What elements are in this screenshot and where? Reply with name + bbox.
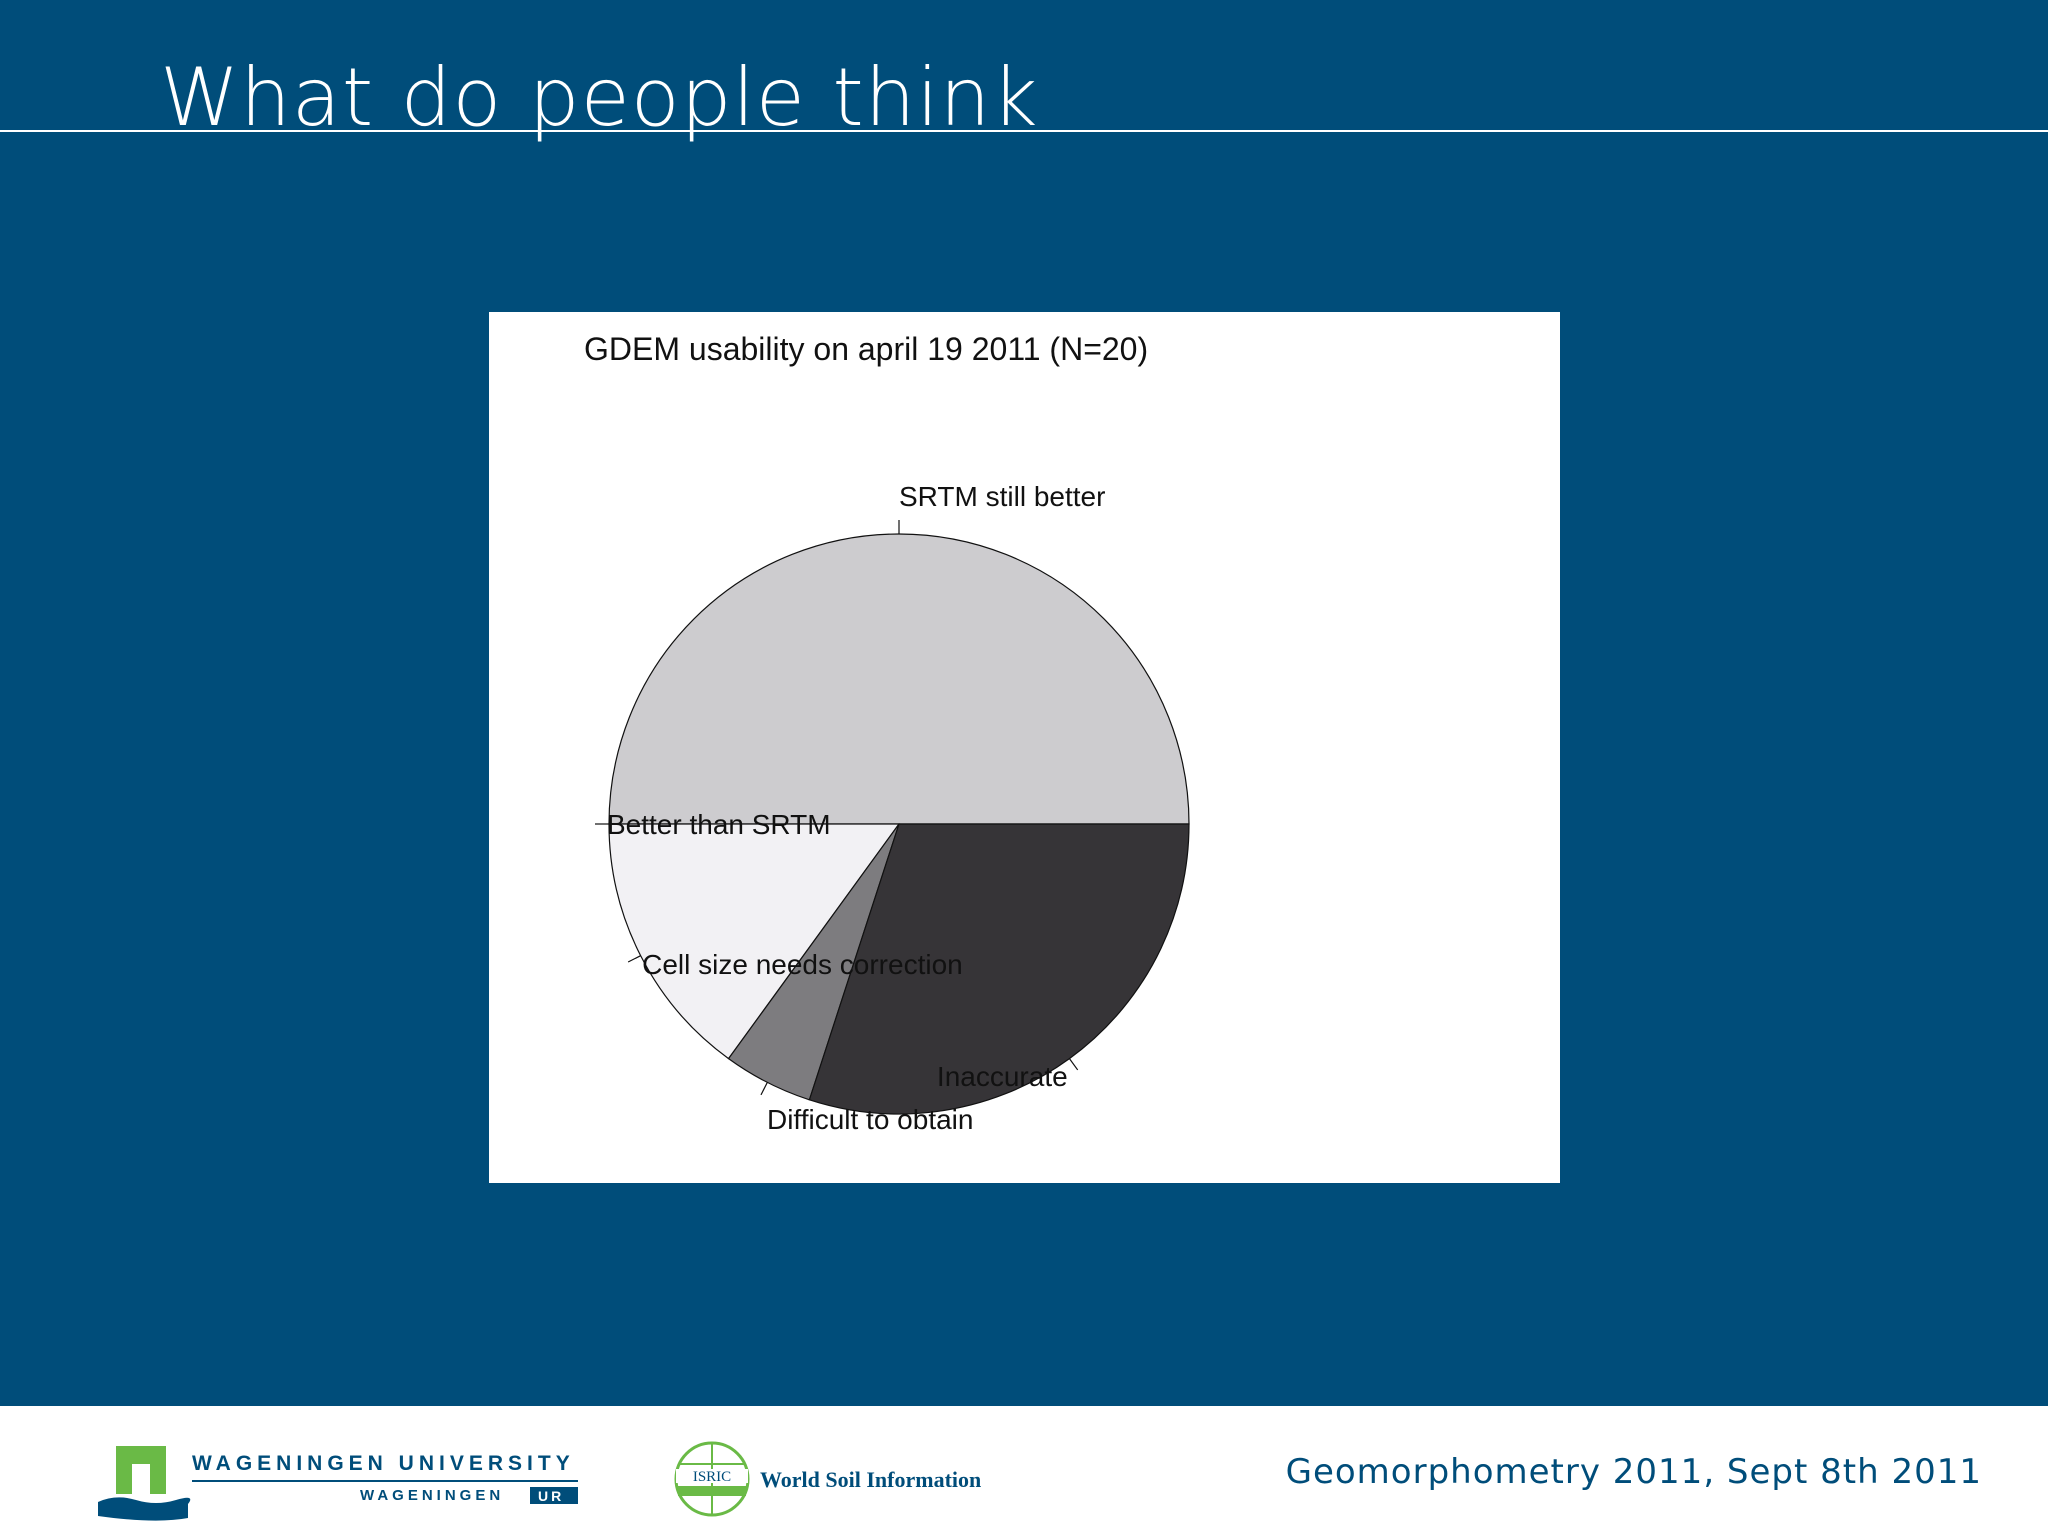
pie-slice-srtm-still-better xyxy=(608,533,1190,825)
pie-label-inaccurate: Inaccurate xyxy=(937,1061,1068,1092)
wur-ur-box xyxy=(530,1487,578,1504)
wur-sub: WAGENINGEN xyxy=(360,1487,504,1504)
pie-label-cell-size-needs-correction: Cell size needs correction xyxy=(642,949,963,980)
footer: WAGENINGEN UNIVERSITY WAGENINGEN UR ISRI… xyxy=(0,1406,2048,1536)
isric-name: World Soil Information xyxy=(760,1467,981,1492)
pie-label-better-than-srtm: Better than SRTM xyxy=(607,809,831,840)
footer-conference-text: Geomorphometry 2011, Sept 8th 2011 xyxy=(1285,1452,1982,1492)
pie-slices xyxy=(608,533,1190,1115)
pie-label-tick-difficult-to-obtain xyxy=(760,1082,768,1096)
wageningen-university-logo: WAGENINGEN UNIVERSITY WAGENINGEN UR xyxy=(98,1446,578,1521)
wur-gate xyxy=(132,1464,150,1494)
pie-slice-inaccurate xyxy=(808,823,1190,1115)
pie-label-srtm-still-better: SRTM still better xyxy=(899,481,1105,512)
title-divider xyxy=(0,130,2048,132)
wur-wave xyxy=(98,1497,191,1521)
wur-name: WAGENINGEN UNIVERSITY xyxy=(192,1452,575,1475)
pie-label-difficult-to-obtain: Difficult to obtain xyxy=(767,1104,974,1135)
pie-labels: SRTM still better Better than SRTM Cell si… xyxy=(595,481,1105,1135)
wur-rule xyxy=(192,1480,578,1482)
isric-badge: ISRIC xyxy=(693,1469,731,1485)
pie-chart: GDEM usability on april 19 2011 (N=20) S… xyxy=(584,331,1190,1135)
isric-badge-bg xyxy=(676,1469,748,1483)
pie-label-tick-inaccurate xyxy=(1068,1058,1079,1071)
isric-logo: ISRIC World Soil Information xyxy=(674,1441,981,1517)
chart-title: GDEM usability on april 19 2011 (N=20) xyxy=(584,331,1148,367)
pie-label-tick-cell-size-needs-correction xyxy=(627,955,641,963)
wur-ur: UR xyxy=(538,1488,564,1504)
chart-panel: GDEM usability on april 19 2011 (N=20) S… xyxy=(489,312,1560,1183)
slide-title: What do people think xyxy=(160,51,1039,144)
isric-band xyxy=(678,1486,746,1496)
